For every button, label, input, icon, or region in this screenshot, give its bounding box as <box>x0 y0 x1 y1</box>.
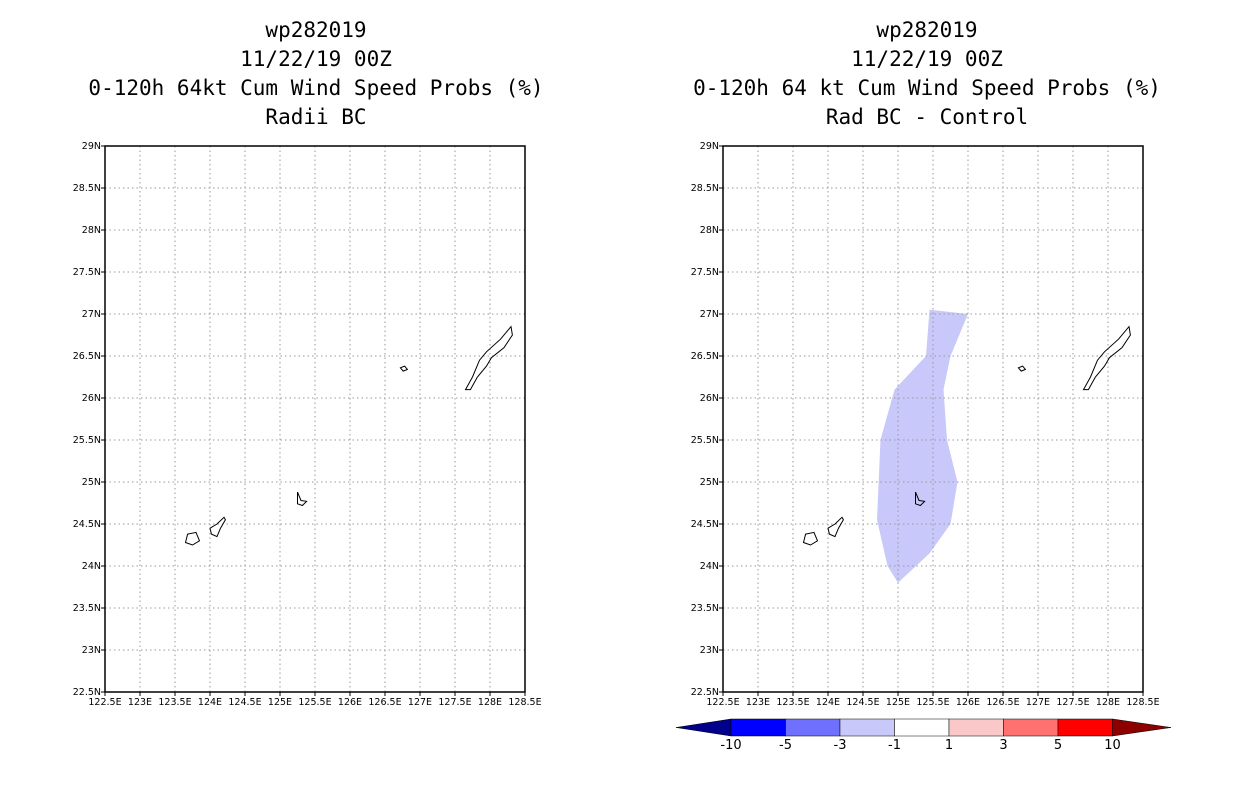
left-ytick-label-7: 25.5N <box>73 435 101 446</box>
colorbar-label-1: -5 <box>779 738 792 753</box>
left-xtick-label-6: 125.5E <box>298 697 331 708</box>
right-title-storm: wp282019 <box>876 18 978 42</box>
left-ytick-label-8: 25N <box>82 477 101 488</box>
left-xtick-label-1: 123E <box>128 697 152 708</box>
right-xtick-label-10: 127.5E <box>1056 697 1089 708</box>
left-ytick-label-6: 26N <box>82 393 101 404</box>
left-xtick-label-2: 123.5E <box>158 697 191 708</box>
colorbar-label-5: 3 <box>999 738 1007 753</box>
colorbar-label-4: 1 <box>945 738 953 753</box>
left-title-date: 11/22/19 00Z <box>240 47 392 71</box>
left-xtick-label-12: 128.5E <box>508 697 541 708</box>
left-xtick-label-7: 126E <box>338 697 362 708</box>
left-ytick-label-10: 24N <box>82 561 101 572</box>
colorbar-label-7: 10 <box>1104 738 1121 753</box>
left-xtick-label-9: 127E <box>408 697 432 708</box>
right-ytick-label-13: 22.5N <box>691 687 719 698</box>
left-ytick-label-5: 26.5N <box>73 351 101 362</box>
colorbar-label-2: -3 <box>834 738 847 753</box>
right-xtick-label-12: 128.5E <box>1126 697 1159 708</box>
left-xtick-label-8: 126.5E <box>368 697 401 708</box>
left-title-storm: wp282019 <box>265 18 367 42</box>
right-coastline-2 <box>915 491 926 507</box>
right-xtick-label-3: 124E <box>816 697 840 708</box>
left-xtick-label-4: 124.5E <box>228 697 261 708</box>
right-title-variant: Rad BC - Control <box>825 105 1029 129</box>
left-xtick-label-3: 124E <box>198 697 222 708</box>
right-xtick-label-6: 125.5E <box>916 697 949 708</box>
left-ytick-label-2: 28N <box>82 225 101 236</box>
colorbar-segment-6 <box>1057 718 1113 737</box>
colorbar-segment-5 <box>1003 718 1059 737</box>
right-ytick-label-9: 24.5N <box>691 519 719 530</box>
left-ytick-label-12: 23N <box>82 645 101 656</box>
colorbar-segment-3 <box>894 718 950 737</box>
right-coastline-3 <box>827 516 844 538</box>
right-xtick-label-1: 123E <box>746 697 770 708</box>
right-xtick-label-11: 128E <box>1096 697 1120 708</box>
right-ytick-label-1: 28.5N <box>691 183 719 194</box>
right-xtick-label-8: 126.5E <box>986 697 1019 708</box>
colorbar-segment-2 <box>839 718 895 737</box>
left-coastline-1 <box>399 365 409 372</box>
right-ytick-label-4: 27N <box>700 309 719 320</box>
left-xtick-label-5: 125E <box>268 697 292 708</box>
right-coastline-1 <box>1017 365 1027 372</box>
left-xtick-label-11: 128E <box>478 697 502 708</box>
left-map-frame <box>104 145 526 693</box>
left-coastline-0 <box>464 325 513 391</box>
colorbar: -10 -5 -3 -1 1 3 5 10 <box>675 718 1172 753</box>
right-xtick-label-9: 127E <box>1026 697 1050 708</box>
left-title-block: wp282019 11/22/19 00Z 0-120h 64kt Cum Wi… <box>56 16 576 132</box>
right-ytick-label-5: 26.5N <box>691 351 719 362</box>
left-ytick-label-3: 27.5N <box>73 267 101 278</box>
right-ytick-label-3: 27.5N <box>691 267 719 278</box>
colorbar-extend-low <box>675 718 732 737</box>
right-prob-region-0 <box>877 309 968 583</box>
right-xtick-label-5: 125E <box>886 697 910 708</box>
right-map-frame <box>722 145 1144 693</box>
right-ytick-label-10: 24N <box>700 561 719 572</box>
right-xtick-label-7: 126E <box>956 697 980 708</box>
colorbar-segment-1 <box>785 718 841 737</box>
right-ytick-label-11: 23.5N <box>691 603 719 614</box>
left-ytick-label-4: 27N <box>82 309 101 320</box>
left-title-product: 0-120h 64kt Cum Wind Speed Probs (%) <box>88 76 544 100</box>
colorbar-segment-4 <box>948 718 1004 737</box>
right-ytick-label-0: 29N <box>700 141 719 152</box>
right-ytick-label-7: 25.5N <box>691 435 719 446</box>
right-title-date: 11/22/19 00Z <box>851 47 1003 71</box>
right-xtick-label-2: 123.5E <box>776 697 809 708</box>
right-xtick-label-0: 122.5E <box>706 697 739 708</box>
right-ytick-label-8: 25N <box>700 477 719 488</box>
left-ytick-label-0: 29N <box>82 141 101 152</box>
left-coastline-4 <box>184 531 201 546</box>
colorbar-segment-0 <box>730 718 786 737</box>
left-ytick-label-9: 24.5N <box>73 519 101 530</box>
left-coastline-3 <box>209 516 226 538</box>
left-ytick-label-1: 28.5N <box>73 183 101 194</box>
right-xtick-label-4: 124.5E <box>846 697 879 708</box>
left-coastline-2 <box>297 491 308 507</box>
left-ytick-label-11: 23.5N <box>73 603 101 614</box>
left-ytick-label-13: 22.5N <box>73 687 101 698</box>
left-xtick-label-0: 122.5E <box>88 697 121 708</box>
right-ytick-label-2: 28N <box>700 225 719 236</box>
right-title-product: 0-120h 64 kt Cum Wind Speed Probs (%) <box>693 76 1161 100</box>
colorbar-label-0: -10 <box>720 738 741 753</box>
left-title-variant: Radii BC <box>265 105 367 129</box>
colorbar-label-3: -1 <box>888 738 901 753</box>
right-title-block: wp282019 11/22/19 00Z 0-120h 64 kt Cum W… <box>667 16 1187 132</box>
colorbar-extend-high <box>1112 718 1172 737</box>
right-map-panel: 122.5E 123E 123.5E 124E 124.5E 125E 125.5E 126E… <box>691 141 1160 708</box>
left-xtick-label-10: 127.5E <box>438 697 471 708</box>
right-ytick-label-12: 23N <box>700 645 719 656</box>
colorbar-label-6: 5 <box>1054 738 1062 753</box>
left-map-panel: 122.5E 123E 123.5E 124E 124.5E 125E 125.5E 126E… <box>73 141 542 708</box>
right-coastline-4 <box>802 531 819 546</box>
right-ytick-label-6: 26N <box>700 393 719 404</box>
right-coastline-0 <box>1082 325 1131 391</box>
